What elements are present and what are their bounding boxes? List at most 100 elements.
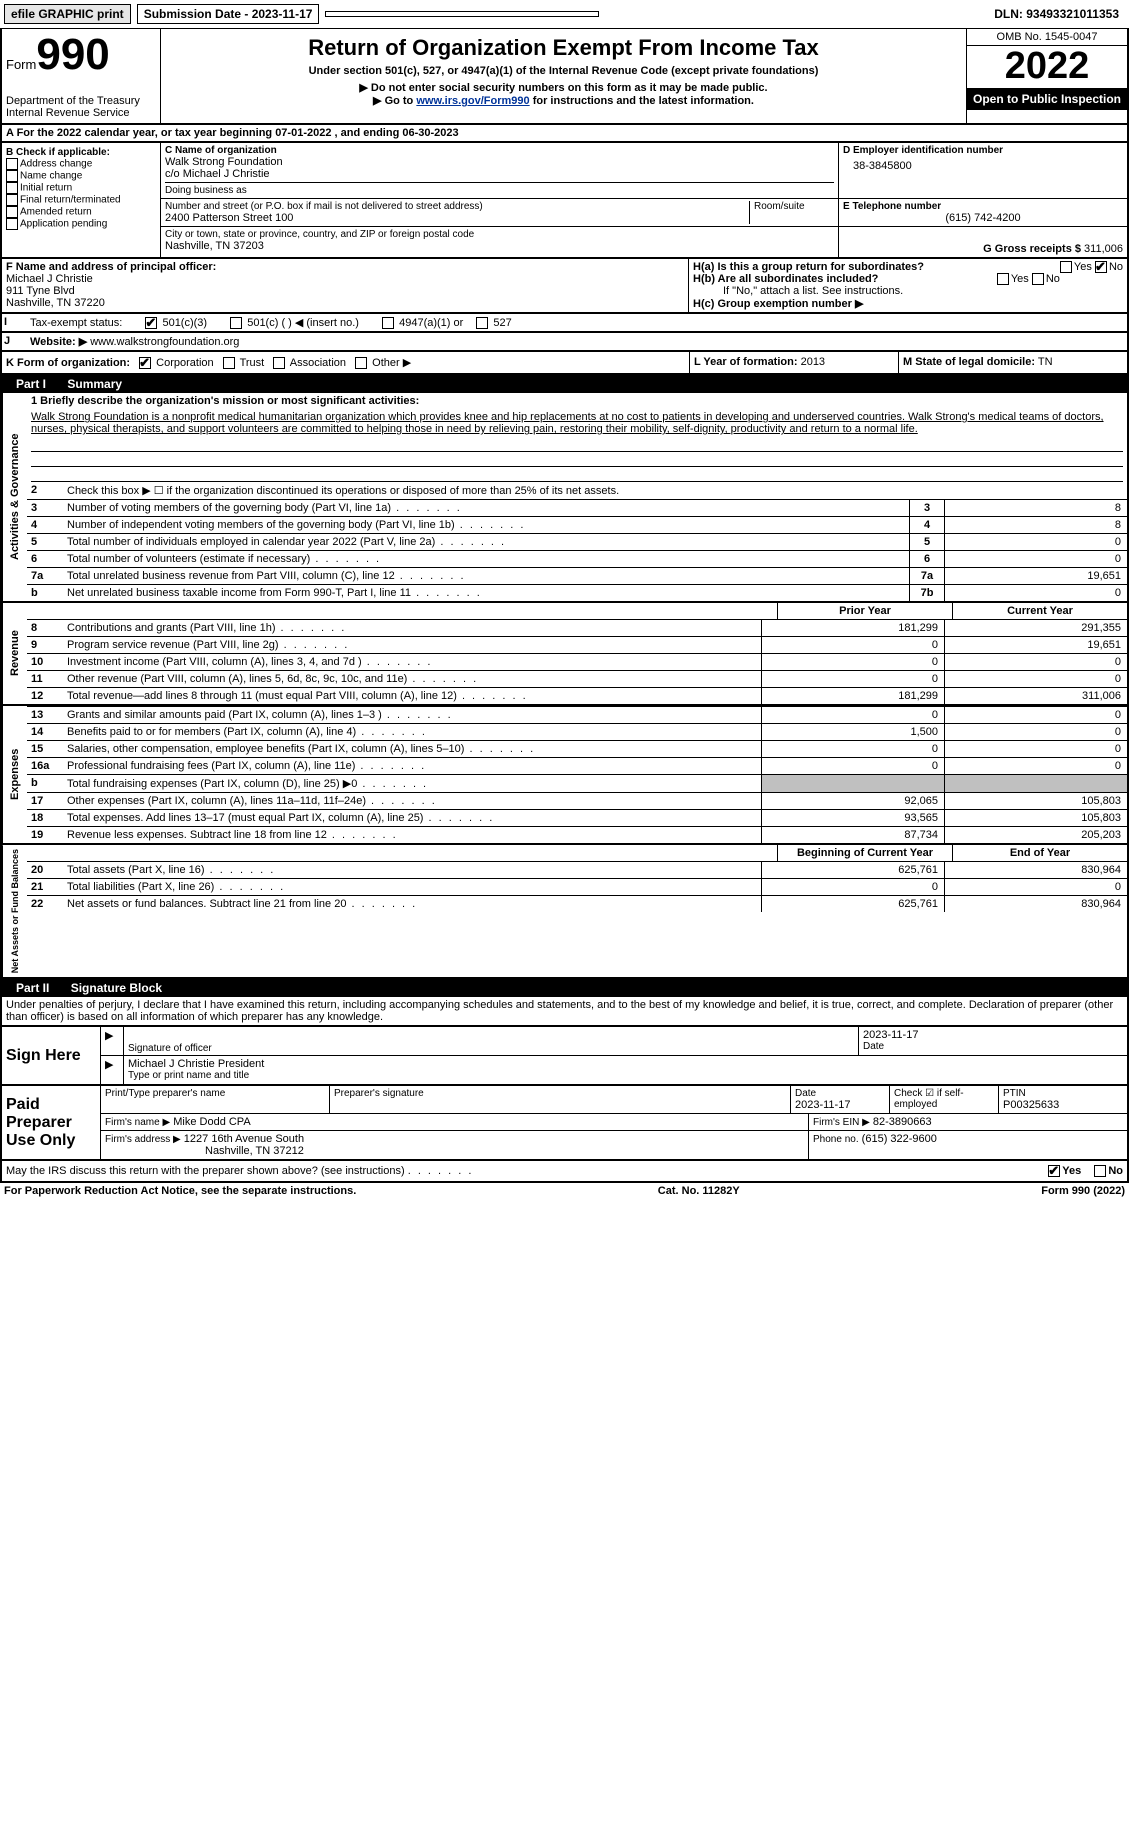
- part1-label: Part I: [8, 377, 54, 391]
- may-irs-yes: Yes: [1062, 1165, 1081, 1177]
- blank-line: [31, 437, 1123, 452]
- irs-link[interactable]: www.irs.gov/Form990: [416, 95, 529, 107]
- opt-trust: Trust: [240, 357, 265, 369]
- ha-row: H(a) Is this a group return for subordin…: [693, 261, 1123, 273]
- tax-exempt-label: Tax-exempt status:: [30, 317, 122, 329]
- opt-assoc: Association: [290, 357, 346, 369]
- table-row: 21Total liabilities (Part X, line 26)00: [27, 878, 1127, 895]
- check-applicable-col: B Check if applicable: Address change Na…: [2, 143, 161, 257]
- footer-center: Cat. No. 11282Y: [658, 1185, 740, 1197]
- ein-cell: D Employer identification number 38-3845…: [838, 143, 1127, 198]
- blank-line: [31, 452, 1123, 467]
- irs-label: Internal Revenue Service: [6, 107, 156, 119]
- table-row: bTotal fundraising expenses (Part IX, co…: [27, 774, 1127, 792]
- state-domicile-label: M State of legal domicile:: [903, 356, 1035, 368]
- group-return-cell: H(a) Is this a group return for subordin…: [688, 259, 1127, 312]
- table-row: 16aProfessional fundraising fees (Part I…: [27, 757, 1127, 774]
- revenue-vlabel: Revenue: [2, 603, 27, 704]
- opt-527: 527: [493, 317, 511, 329]
- prep-sig-label: Preparer's signature: [334, 1088, 786, 1099]
- dba-label: Doing business as: [165, 185, 834, 196]
- table-row: 19Revenue less expenses. Subtract line 1…: [27, 826, 1127, 843]
- blank-line: [31, 467, 1123, 482]
- sign-here-label: Sign Here: [2, 1027, 101, 1084]
- opt-501c: 501(c) ( ) ◀ (insert no.): [247, 317, 359, 329]
- table-row: 5Total number of individuals employed in…: [27, 533, 1127, 550]
- sig-officer-label: Signature of officer: [128, 1043, 854, 1054]
- gross-label: G Gross receipts $: [983, 243, 1081, 255]
- form-header: Form990 Department of the Treasury Inter…: [0, 28, 1129, 125]
- opt-corp: Corporation: [156, 357, 213, 369]
- org-name-label: C Name of organization: [165, 145, 834, 156]
- mission-label: 1 Briefly describe the organization's mi…: [27, 393, 1127, 409]
- website-value: www.walkstrongfoundation.org: [90, 336, 239, 348]
- table-row: 7aTotal unrelated business revenue from …: [27, 567, 1127, 584]
- hb-row: H(b) Are all subordinates included? Yes …: [693, 273, 1123, 285]
- open-public-badge: Open to Public Inspection: [967, 88, 1127, 110]
- phone-cell: E Telephone number (615) 742-4200: [838, 199, 1127, 226]
- org-name-cell: C Name of organization Walk Strong Found…: [161, 143, 838, 198]
- org-name: Walk Strong Foundation: [165, 156, 834, 168]
- current-year-header: Current Year: [952, 603, 1127, 619]
- ptin-label: PTIN: [1003, 1088, 1123, 1099]
- form-prefix: Form: [6, 57, 36, 72]
- table-row: 11Other revenue (Part VIII, column (A), …: [27, 670, 1127, 687]
- netassets-vlabel: Net Assets or Fund Balances: [2, 845, 27, 977]
- table-row: 13Grants and similar amounts paid (Part …: [27, 706, 1127, 723]
- sig-date-label: Date: [863, 1041, 1123, 1052]
- form-note-link: ▶ Go to www.irs.gov/Form990 for instruct…: [167, 94, 960, 107]
- tax-exempt-row: I Tax-exempt status: 501(c)(3) 501(c) ( …: [0, 314, 1129, 333]
- table-row: 6Total number of volunteers (estimate if…: [27, 550, 1127, 567]
- city-label: City or town, state or province, country…: [165, 229, 834, 240]
- table-row: 15Salaries, other compensation, employee…: [27, 740, 1127, 757]
- part1-header: Part I Summary: [0, 375, 1129, 393]
- netassets-section: Net Assets or Fund Balances Beginning of…: [0, 845, 1129, 979]
- efile-top-bar: efile GRAPHIC print Submission Date - 20…: [0, 0, 1129, 28]
- hb-note: If "No," attach a list. See instructions…: [693, 285, 1123, 297]
- ein-value: 38-3845800: [843, 156, 1123, 172]
- ein-label: D Employer identification number: [843, 145, 1123, 156]
- officer-label: F Name and address of principal officer:: [6, 261, 684, 273]
- submission-date-label: Submission Date - 2023-11-17: [137, 4, 320, 24]
- year-formation-label: L Year of formation:: [694, 356, 798, 368]
- officer-addr2: Nashville, TN 37220: [6, 297, 684, 309]
- footer-left: For Paperwork Reduction Act Notice, see …: [4, 1185, 356, 1197]
- cb-address-change: Address change: [6, 158, 156, 170]
- opt-501c3: 501(c)(3): [162, 317, 207, 329]
- tax-year: 2022: [967, 46, 1127, 88]
- addr-label: Number and street (or P.O. box if mail i…: [165, 201, 749, 212]
- firm-name: Mike Dodd CPA: [173, 1116, 250, 1128]
- officer-group-row: F Name and address of principal officer:…: [0, 259, 1129, 314]
- governance-section: Activities & Governance 1 Briefly descri…: [0, 393, 1129, 603]
- state-domicile-value: TN: [1038, 356, 1053, 368]
- firm-addr1: 1227 16th Avenue South: [184, 1133, 304, 1145]
- page-footer: For Paperwork Reduction Act Notice, see …: [0, 1183, 1129, 1199]
- declaration-text: Under penalties of perjury, I declare th…: [0, 997, 1129, 1027]
- prior-year-header: Prior Year: [777, 603, 952, 619]
- principal-officer: F Name and address of principal officer:…: [2, 259, 688, 312]
- website-label: Website: ▶: [30, 336, 87, 348]
- mission-text: Walk Strong Foundation is a nonprofit me…: [27, 409, 1127, 437]
- cb-final-return: Final return/terminated: [6, 194, 156, 206]
- opt-4947: 4947(a)(1) or: [399, 317, 463, 329]
- firm-name-label: Firm's name ▶: [105, 1117, 170, 1128]
- note-post: for instructions and the latest informat…: [530, 95, 754, 107]
- begin-year-header: Beginning of Current Year: [777, 845, 952, 861]
- form-number-box: Form990 Department of the Treasury Inter…: [2, 29, 161, 123]
- part1-title: Summary: [67, 377, 122, 391]
- ptin-value: P00325633: [1003, 1099, 1123, 1111]
- form-number: 990: [36, 30, 109, 79]
- form-org-label: K Form of organization:: [6, 357, 130, 369]
- cb-application-pending: Application pending: [6, 218, 156, 230]
- sign-here-block: Sign Here ▶ Signature of officer 2023-11…: [0, 1027, 1129, 1086]
- prep-date-label: Date: [795, 1088, 885, 1099]
- firm-addr-label: Firm's address ▶: [105, 1134, 181, 1145]
- table-row: 18Total expenses. Add lines 13–17 (must …: [27, 809, 1127, 826]
- line2-text: Check this box ▶ ☐ if the organization d…: [63, 482, 1127, 499]
- part2-title: Signature Block: [71, 981, 162, 995]
- part2-label: Part II: [8, 981, 57, 995]
- omb-number: OMB No. 1545-0047: [967, 29, 1127, 46]
- efile-graphic-label: efile GRAPHIC print: [4, 4, 131, 24]
- form-year-box: OMB No. 1545-0047 2022 Open to Public In…: [966, 29, 1127, 123]
- officer-name: Michael J Christie: [6, 273, 684, 285]
